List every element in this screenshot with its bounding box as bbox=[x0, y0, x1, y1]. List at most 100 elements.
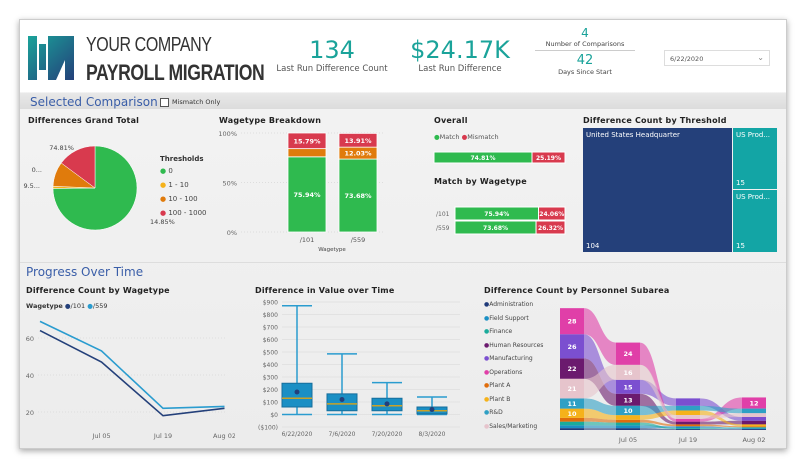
y-tick: 50% bbox=[223, 180, 237, 188]
node bbox=[742, 424, 766, 427]
header bbox=[20, 20, 786, 92]
ribbon bbox=[584, 408, 616, 420]
dot-icon: ● bbox=[87, 302, 93, 310]
data-label: 15.79% bbox=[293, 137, 321, 145]
mean-dot bbox=[339, 397, 345, 402]
cell-value: 15 bbox=[736, 179, 745, 187]
node bbox=[616, 419, 640, 423]
node bbox=[560, 308, 584, 335]
legend-item[interactable]: ●Human Resources bbox=[484, 342, 543, 356]
wagetype-chart: 100% 50% 0% 75.94% 15.79% /101 73.68% 12.03% 13.… bbox=[218, 130, 385, 253]
legend-item[interactable]: ●Sales/Marketing bbox=[484, 423, 543, 437]
legend-item[interactable]: ● 100 - 1000 bbox=[160, 209, 207, 217]
dot-icon: ● bbox=[484, 341, 490, 349]
dot-icon: ● bbox=[64, 302, 71, 310]
ribbon bbox=[700, 413, 742, 419]
node-label: 21 bbox=[567, 385, 577, 393]
ribbon bbox=[640, 405, 676, 416]
data-label: 13.91% bbox=[344, 137, 372, 145]
node bbox=[676, 428, 700, 430]
mismatch-bar bbox=[538, 206, 566, 221]
node bbox=[742, 426, 766, 428]
kpi-diff-value: $24.17K Last Run Difference bbox=[400, 36, 520, 74]
wagetype-title: Wagetype Breakdown bbox=[219, 116, 322, 125]
x-tick: /101 bbox=[300, 236, 315, 244]
data-label: 24.06% bbox=[539, 211, 564, 218]
legend-101: /101 bbox=[70, 302, 86, 310]
x-tick: /559 bbox=[351, 236, 366, 244]
legend-item[interactable]: ●R&D bbox=[484, 409, 543, 423]
treemap-cell-hq[interactable]: United States Headquarter 104 bbox=[583, 128, 732, 252]
legend-item[interactable]: ●Finance bbox=[484, 328, 543, 342]
node bbox=[560, 421, 584, 426]
mismatch-only-label: Mismatch Only bbox=[172, 98, 221, 106]
treemap-cell-us-prod-1[interactable]: US Prod... 15 bbox=[733, 128, 777, 189]
data-label: 26.32% bbox=[538, 225, 563, 232]
sankey-chart: 22 13 26 15 28 24 12 10 11 10 21 16 Jul 05 Jul 19 Aug … bbox=[560, 308, 766, 444]
node bbox=[742, 429, 766, 430]
cell-label: United States Headquarter bbox=[586, 131, 680, 139]
mismatch-dot-icon: ● bbox=[461, 133, 468, 141]
y-tick: $0 bbox=[270, 412, 278, 419]
mismatch-only-checkbox[interactable] bbox=[160, 98, 169, 107]
dot-icon: ● bbox=[484, 409, 490, 416]
node bbox=[742, 416, 766, 421]
y-tick: $500 bbox=[263, 350, 278, 357]
legend-label: Field Support bbox=[489, 314, 529, 322]
dot-icon: ● bbox=[484, 328, 490, 335]
node bbox=[616, 393, 640, 406]
legend-item[interactable]: ●Field Support bbox=[484, 315, 543, 329]
node bbox=[676, 426, 700, 429]
pie-label: 14.85% bbox=[150, 218, 175, 226]
ribbon bbox=[584, 398, 616, 416]
mismatch-bar bbox=[531, 151, 566, 164]
treemap-cell-us-prod-2[interactable]: US Prod... 15 bbox=[733, 190, 777, 252]
dot-icon: ● bbox=[160, 209, 167, 217]
legend-mismatch: Mismatch bbox=[467, 133, 499, 141]
legend-item[interactable]: ●Plant B bbox=[484, 396, 543, 410]
node-label: 11 bbox=[567, 400, 577, 408]
y-tick: 40 bbox=[26, 372, 34, 380]
y-tick: $900 bbox=[263, 300, 278, 307]
legend-label: R&D bbox=[489, 409, 503, 416]
dot-icon: ● bbox=[484, 395, 490, 403]
divider bbox=[20, 262, 786, 263]
data-label: 73.68% bbox=[483, 225, 508, 232]
treemap-title: Difference Count by Threshold bbox=[583, 116, 727, 125]
dot-icon: ● bbox=[484, 314, 490, 322]
x-tick: Jul 19 bbox=[153, 432, 172, 440]
legend-item[interactable]: ●Manufacturing bbox=[484, 355, 543, 369]
node bbox=[742, 420, 766, 425]
node-label: 28 bbox=[567, 318, 577, 326]
ribbon bbox=[640, 422, 676, 430]
kpi-label: Last Run Difference bbox=[418, 64, 502, 74]
legend-item[interactable]: ● 1 - 10 bbox=[160, 181, 207, 189]
kpi-label: Days Since Start bbox=[558, 68, 612, 76]
pie-label: 9.5... bbox=[23, 182, 40, 190]
legend-item[interactable]: ●Administration bbox=[484, 301, 543, 315]
y-tick: $800 bbox=[263, 312, 278, 319]
node bbox=[616, 405, 640, 416]
cell-label: US Prod... bbox=[736, 131, 771, 139]
data-label: 75.94% bbox=[484, 211, 509, 218]
legend-item[interactable]: ●Operations bbox=[484, 369, 543, 383]
legend-item[interactable]: ● 0 bbox=[160, 167, 207, 175]
x-tick: Aug 02 bbox=[742, 436, 765, 444]
legend-label: Administration bbox=[489, 301, 534, 308]
legend-label: 100 - 1000 bbox=[168, 209, 207, 217]
ribbon bbox=[640, 428, 676, 430]
node bbox=[676, 410, 700, 416]
node bbox=[676, 398, 700, 406]
y-tick: $300 bbox=[263, 375, 278, 382]
legend-item[interactable]: ●Plant A bbox=[484, 382, 543, 396]
node bbox=[560, 334, 584, 359]
node bbox=[676, 424, 700, 427]
ribbon bbox=[640, 419, 676, 427]
date-select[interactable]: 6/22/2020 ⌄ bbox=[664, 50, 770, 66]
node bbox=[616, 415, 640, 420]
kpi-value: 4 bbox=[581, 26, 589, 40]
product-name: PAYROLL MIGRATION bbox=[86, 60, 265, 85]
node bbox=[676, 405, 700, 411]
legend-item[interactable]: ● 10 - 100 bbox=[160, 195, 207, 203]
line-legend: Wagetype ●/101 ●/559 bbox=[26, 302, 108, 310]
